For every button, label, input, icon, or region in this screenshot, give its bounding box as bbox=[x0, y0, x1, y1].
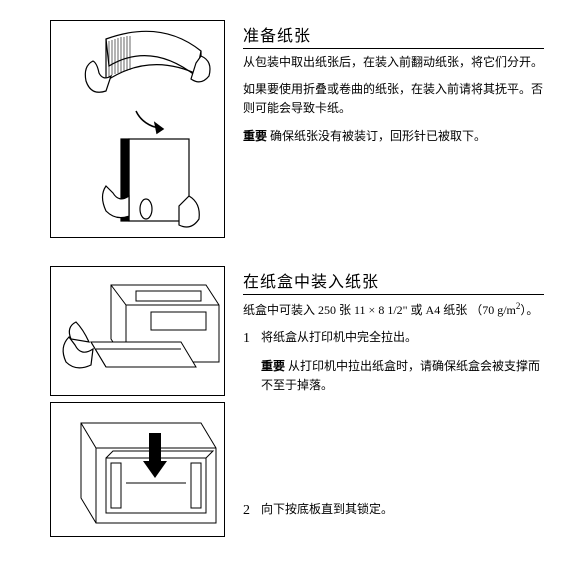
label-important-1: 重要 bbox=[243, 129, 267, 143]
heading-load-cassette: 在纸盒中装入纸张 bbox=[243, 268, 544, 295]
text-fan-paper: 从包装中取出纸张后，在装入前翻动纸张，将它们分开。 bbox=[243, 53, 544, 72]
step-2-text: 向下按底板直到其锁定。 bbox=[261, 500, 544, 522]
step-2-number: 2 bbox=[243, 500, 261, 522]
step-2: 2 向下按底板直到其锁定。 bbox=[243, 500, 544, 522]
step-1: 1 将纸盒从打印机中完全拉出。 bbox=[243, 328, 544, 350]
label-important-2: 重要 bbox=[261, 359, 285, 373]
step-1-number: 1 bbox=[243, 328, 261, 350]
text-cassette-capacity: 纸盒中可装入 250 张 11 × 8 1/2" 或 A4 纸张 （70 g/m… bbox=[243, 299, 544, 320]
step-1-text: 将纸盒从打印机中完全拉出。 bbox=[261, 328, 544, 350]
illustration-fan-paper bbox=[50, 20, 225, 238]
text-flatten-paper: 如果要使用折叠或卷曲的纸张，在装入前请将其抚平。否则可能会导致卡纸。 bbox=[243, 80, 544, 118]
step-1-note: 重要 从打印机中拉出纸盒时，请确保纸盒会被支撑而不至于掉落。 bbox=[261, 357, 544, 395]
illustration-press-plate bbox=[50, 402, 225, 537]
heading-prepare-paper: 准备纸张 bbox=[243, 22, 544, 49]
text-remove-staples: 重要 确保纸张没有被装订，回形针已被取下。 bbox=[243, 127, 544, 146]
illustration-pull-cassette bbox=[50, 266, 225, 396]
